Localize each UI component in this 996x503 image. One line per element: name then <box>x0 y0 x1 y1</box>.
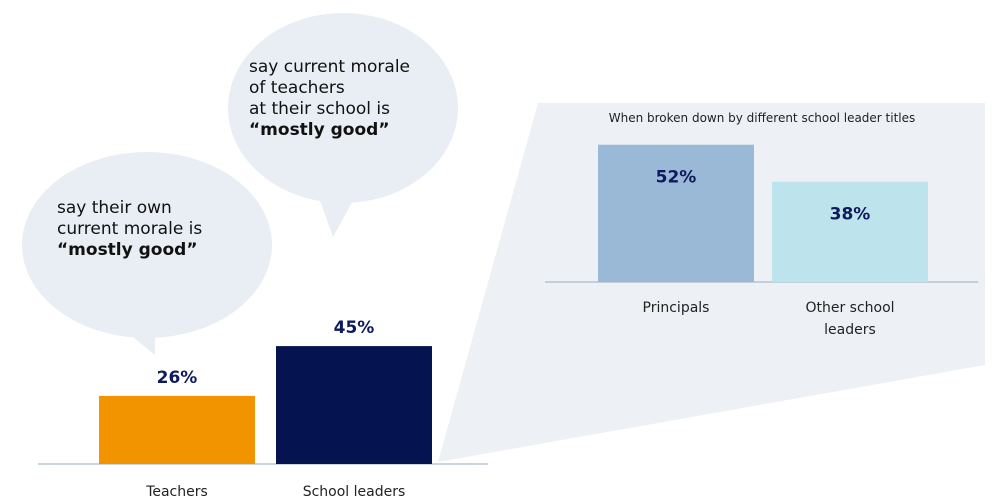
bar-other-school-leaders <box>772 182 928 282</box>
data-label-principals: 52% <box>656 168 697 188</box>
main-bar-chart: 26% Teachers 45% School leaders <box>38 318 488 500</box>
bar-teachers <box>99 396 255 464</box>
bar-principals <box>598 145 754 282</box>
data-label-other-school-leaders: 38% <box>830 205 871 225</box>
category-label-school-leaders: School leaders <box>303 484 406 500</box>
category-label-other-school-leaders-line-1: Other school <box>805 300 894 316</box>
breakdown-chart-title: When broken down by different school lea… <box>609 111 916 125</box>
data-label-teachers: 26% <box>157 368 198 388</box>
leaders-bubble-line-1: say current morale <box>249 57 410 78</box>
teachers-bubble-text: say their own current morale is “mostly … <box>57 198 202 261</box>
category-label-principals: Principals <box>643 300 710 316</box>
category-label-teachers: Teachers <box>145 484 208 500</box>
leaders-bubble-line-3: at their school is <box>249 99 410 120</box>
category-label-other-school-leaders-line-2: leaders <box>824 322 876 338</box>
bar-school-leaders <box>276 346 432 464</box>
leaders-bubble-emphasis: “mostly good” <box>249 120 390 140</box>
leaders-bubble-line-2: of teachers <box>249 78 410 99</box>
leaders-bubble-text: say current morale of teachers at their … <box>249 57 410 141</box>
data-label-school-leaders: 45% <box>334 318 375 338</box>
teachers-bubble-line-1: say their own <box>57 198 202 219</box>
teachers-bubble-emphasis: “mostly good” <box>57 240 198 260</box>
teachers-bubble-line-2: current morale is <box>57 219 202 240</box>
